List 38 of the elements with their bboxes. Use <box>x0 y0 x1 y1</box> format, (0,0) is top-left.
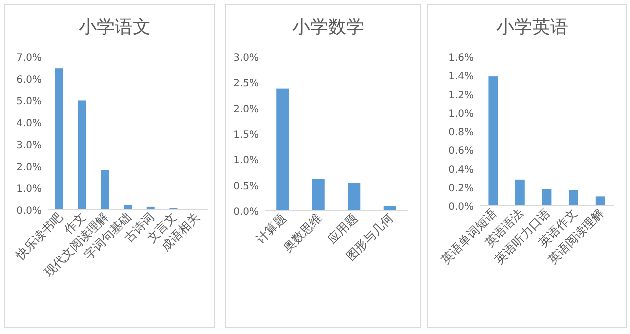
y-tick-label: 0.4% <box>448 164 474 176</box>
y-tick-label: 0.0% <box>448 202 474 213</box>
bar <box>78 100 86 210</box>
y-tick-label: 1.4% <box>448 72 474 83</box>
bar <box>101 170 110 210</box>
bar <box>596 196 606 206</box>
y-tick-label: 1.6% <box>448 53 474 64</box>
y-tick-label: 2.5% <box>234 78 259 90</box>
bar <box>569 190 578 206</box>
bar <box>55 68 64 210</box>
y-tick-label: 2.0% <box>16 162 42 174</box>
y-tick-label: 0.2% <box>448 183 474 194</box>
y-tick-label: 0.5% <box>234 181 259 192</box>
bar <box>488 76 498 206</box>
bar <box>276 88 290 211</box>
y-tick-label: 0.0% <box>16 206 42 217</box>
y-tick-label: 4.0% <box>16 118 42 130</box>
chart-title: 小学语文 <box>79 17 151 38</box>
y-tick-label: 7.0% <box>16 53 42 64</box>
y-tick-label: 6.0% <box>16 74 42 86</box>
y-tick-label: 1.5% <box>234 130 259 141</box>
y-tick-label: 2.0% <box>234 104 259 116</box>
y-tick-label: 1.0% <box>16 184 42 196</box>
y-tick-label: 0.8% <box>448 128 474 138</box>
y-tick-label: 1.0% <box>234 156 259 167</box>
y-tick-label: 3.0% <box>234 53 259 64</box>
chart-title: 小学英语 <box>496 17 568 38</box>
bar <box>348 183 361 211</box>
y-tick-label: 0.0% <box>234 207 259 218</box>
y-tick-label: 0.6% <box>448 146 474 158</box>
y-tick-label: 3.0% <box>16 140 42 152</box>
y-tick-label: 5.0% <box>16 96 42 108</box>
bar <box>312 179 325 211</box>
y-tick-label: 1.0% <box>448 108 474 120</box>
bar <box>516 180 525 206</box>
y-tick-label: 1.2% <box>448 90 474 102</box>
chart-title: 小学数学 <box>292 17 364 38</box>
bar <box>542 189 552 206</box>
